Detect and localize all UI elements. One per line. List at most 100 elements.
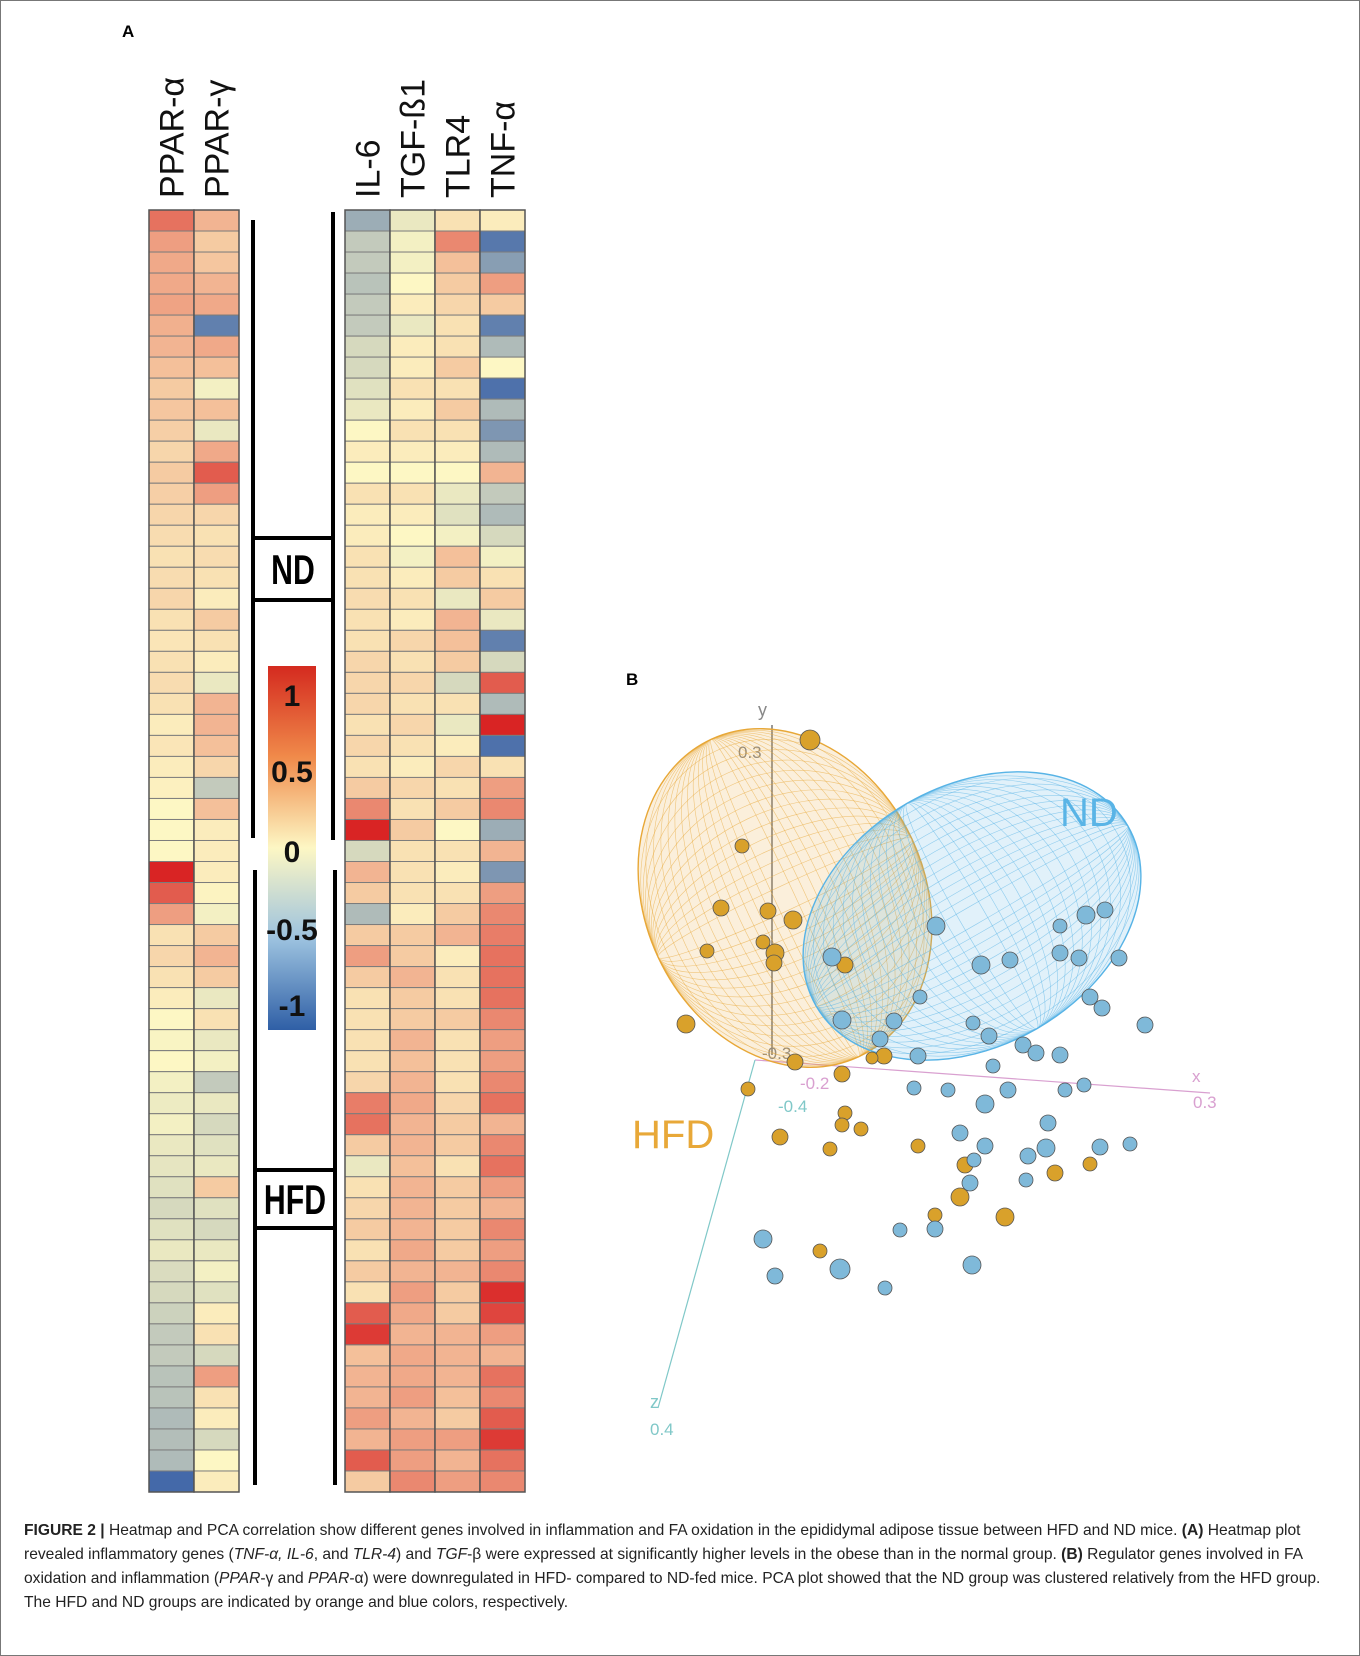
heatmap-cell [389,1407,436,1430]
nd-point [832,1010,852,1030]
nd-point [1093,999,1111,1017]
nd-point [971,955,991,975]
heatmap-cell [148,734,195,757]
heatmap-column-label: TGF-ß1 [395,79,433,198]
heatmap-cell [434,987,481,1010]
heatmap-cell [434,713,481,736]
heatmap-cell [148,1449,195,1472]
nd-point [892,1222,908,1238]
group-label: HFD [264,1176,326,1223]
heatmap-cell [148,924,195,947]
nd-point [1081,988,1099,1006]
heatmap-cell [344,587,391,610]
nd-point [961,1174,979,1192]
heatmap-cell [434,356,481,379]
heatmap-cell [344,293,391,316]
heatmap-cell [479,1029,526,1052]
heatmap-cell [434,566,481,589]
hfd-point [771,1128,789,1146]
hfd-point [740,1081,756,1097]
hfd-point [875,1047,893,1065]
heatmap-column-label: IL-6 [350,139,388,198]
heatmap-cell [479,987,526,1010]
heatmap-cell [389,1344,436,1367]
heatmap-cell [389,230,436,253]
heatmap-cell [344,251,391,274]
hfd-point [676,1014,696,1034]
heatmap-cell [148,314,195,337]
heatmap-cell [344,524,391,547]
heatmap-cell [434,1071,481,1094]
heatmap-cell [479,272,526,295]
heatmap-cell [148,1470,195,1493]
heatmap-cell [434,503,481,526]
heatmap-cell [148,461,195,484]
nd-point [1076,905,1096,925]
heatmap-cell [434,377,481,400]
heatmap-cell [148,230,195,253]
heatmap-cell [389,1386,436,1409]
heatmap-cell [148,755,195,778]
heatmap-cell [389,293,436,316]
heatmap-cell [193,903,240,926]
heatmap-cell [434,818,481,841]
heatmap-cell [148,356,195,379]
z-axis-tick: -0.4 [778,1097,807,1116]
heatmap-cell [434,1260,481,1283]
heatmap-cell [434,671,481,694]
heatmap-cell [434,461,481,484]
heatmap-cell [344,1218,391,1241]
heatmap-cell [389,1176,436,1199]
heatmap-cell [434,1029,481,1052]
panel-a-label: A [122,22,135,41]
nd-point [1019,1147,1037,1165]
heatmap-cell [148,839,195,863]
heatmap-cell [434,797,481,820]
heatmap-cell [148,209,195,232]
heatmap-cell [148,629,195,652]
heatmap-cell [434,734,481,757]
z-axis [657,1059,756,1409]
heatmap-cell [479,755,526,778]
hfd-point [910,1138,926,1154]
heatmap-cell [148,1008,195,1031]
heatmap-cell [434,924,481,947]
heatmap-cell [434,1386,481,1409]
heatmap-cell [389,692,436,715]
heatmap-cell [193,1239,240,1262]
caption-figure-label: FIGURE 2 | [24,1522,105,1539]
heatmap-cell [434,1281,481,1304]
heatmap-cell [344,671,391,694]
heatmap-cell [389,566,436,589]
heatmap-cell [389,1323,436,1346]
heatmap-cell [148,545,195,568]
x-axis-label: x [1192,1067,1201,1086]
heatmap-cell [479,524,526,547]
heatmap-cell [148,1218,195,1241]
heatmap-cell [148,566,195,589]
nd-point [1027,1044,1045,1062]
heatmap-cell [479,903,526,926]
heatmap-cell [479,1323,526,1346]
heatmap-cell [193,1071,240,1094]
hfd-point [755,934,771,950]
heatmap-cell [434,1365,481,1388]
heatmap-cell [389,987,436,1010]
heatmap-cell [389,1260,436,1283]
heatmap-cell [344,1008,391,1031]
heatmap-cell [434,419,481,442]
heatmap-cell [193,924,240,947]
heatmap-cell [148,692,195,715]
heatmap-cell [344,314,391,337]
heatmap-cell [193,482,240,505]
y-axis-label: y [758,700,767,720]
caption-text: Heatmap and PCA correlation show differe… [104,1522,1182,1539]
heatmap-cell [148,1386,195,1409]
heatmap-cell [434,272,481,295]
heatmap-cell [344,903,391,926]
heatmap-cell [148,671,195,694]
heatmap-cell [434,1428,481,1451]
heatmap-cell [344,1386,391,1409]
heatmap-cell [344,755,391,778]
heatmap-cell [479,1449,526,1472]
